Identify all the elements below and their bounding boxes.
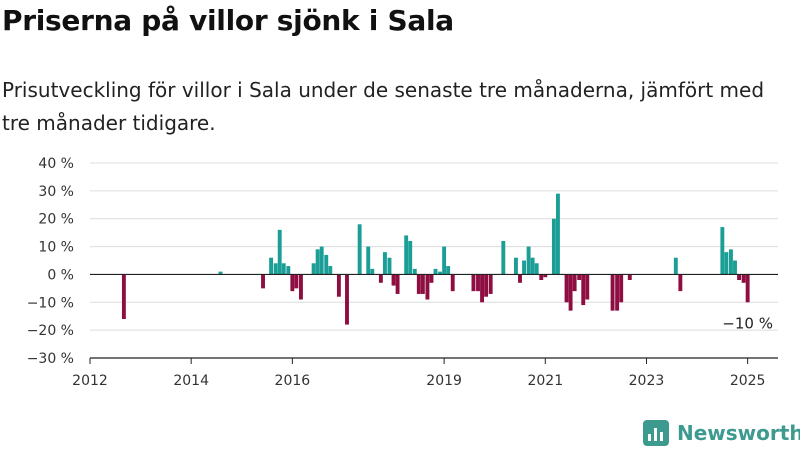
bar-negative [564, 274, 569, 303]
bar-positive [534, 263, 539, 275]
y-tick-label: 20 % [38, 212, 74, 228]
bar-negative [615, 274, 620, 311]
bar-positive [433, 268, 438, 275]
bar-positive [530, 257, 535, 275]
bar-negative [420, 274, 425, 294]
bar-negative [619, 274, 624, 303]
bar-negative [627, 274, 632, 280]
bar-positive [328, 266, 333, 275]
bar-negative [572, 274, 577, 292]
y-tick-label: −30 % [27, 351, 74, 367]
bar-positive [720, 227, 725, 275]
bar-negative [450, 274, 455, 292]
bar-positive [319, 246, 324, 275]
y-tick-label: 40 % [38, 156, 74, 172]
y-tick-label: −10 % [27, 295, 74, 311]
axes [89, 273, 778, 364]
bar-positive [315, 249, 320, 275]
bar-negative [568, 274, 573, 311]
x-tick-label: 2023 [629, 373, 665, 389]
bar-negative [480, 274, 485, 303]
bar-positive [286, 266, 291, 275]
bar-negative [345, 274, 349, 325]
bar-negative [539, 274, 544, 280]
bar-negative [416, 274, 421, 294]
bar-positive [733, 260, 737, 275]
bar-positive [311, 263, 316, 275]
x-tick-label: 2019 [426, 373, 462, 389]
x-tick-label: 2021 [527, 373, 563, 389]
bar-positive [555, 193, 560, 275]
labels: 40 % 30 % 20 % 10 % 0 % −10 % −20 % −30 % 2012 20… [27, 156, 773, 389]
bar-negative [471, 274, 476, 292]
bar-positive [387, 257, 392, 275]
bar-positive [277, 229, 282, 275]
bar-negative [261, 274, 265, 289]
bar-positive [673, 257, 678, 275]
bar-negative [543, 274, 548, 278]
bar-positive [446, 266, 451, 275]
x-tick-label: 2014 [173, 373, 209, 389]
bar-negative [429, 274, 434, 283]
bar-negative [581, 274, 586, 306]
bar-negative [484, 274, 489, 297]
newsworthy-logo-icon [643, 420, 669, 446]
bar-positive [404, 235, 409, 275]
bar-positive [366, 246, 371, 275]
bar-negative [294, 274, 299, 289]
bar-negative [395, 274, 400, 294]
bar-positive [218, 271, 223, 275]
bar-positive [412, 268, 417, 275]
y-tick-label: −20 % [27, 323, 74, 339]
bar-negative [737, 274, 741, 280]
bar-negative [577, 274, 582, 280]
bar-negative [391, 274, 396, 286]
bar-negative [299, 274, 303, 300]
bar-negative [336, 274, 341, 297]
bar-positive [729, 249, 733, 275]
y-tick-label: 30 % [38, 184, 74, 200]
bar-positive [324, 254, 329, 275]
bar-negative [585, 274, 590, 300]
bar-negative [425, 274, 430, 300]
chart-title: Priserna på villor sjönk i Sala [2, 4, 454, 37]
brand-name: Newsworthy [677, 421, 800, 445]
bar-negative [476, 274, 480, 292]
bar-positive [357, 224, 362, 275]
bar-positive [370, 268, 375, 275]
bar-negative [745, 274, 750, 303]
bar-negative [741, 274, 746, 283]
bar-negative [518, 274, 522, 283]
bar-positive [526, 246, 531, 275]
bars [121, 193, 750, 325]
bar-positive [269, 257, 274, 275]
bar-positive [382, 252, 387, 275]
last-value-label: −10 % [722, 314, 773, 332]
bar-positive [522, 260, 526, 275]
bar-positive [724, 252, 729, 275]
bar-positive [438, 271, 443, 275]
gridlines [90, 162, 778, 359]
x-tick-label: 2012 [72, 373, 108, 389]
bar-positive [273, 263, 278, 275]
bar-negative [610, 274, 615, 311]
bar-positive [501, 241, 506, 275]
bar-positive [408, 241, 413, 275]
x-tick-label: 2025 [730, 373, 766, 389]
bar-negative [678, 274, 683, 292]
chart-subtitle: Prisutveckling för villor i Sala under d… [2, 78, 765, 135]
bar-negative [378, 274, 383, 283]
brand-logo[interactable]: Newsworthy [643, 418, 800, 448]
bar-positive [442, 246, 447, 275]
y-tick-label: 10 % [38, 240, 74, 256]
bar-negative [290, 274, 295, 292]
y-tick-label: 0 % [47, 267, 74, 283]
bar-positive [551, 218, 556, 275]
bar-negative [121, 274, 126, 319]
x-tick-label: 2016 [275, 373, 311, 389]
bar-negative [488, 274, 493, 294]
bar-positive [514, 257, 518, 275]
bar-positive [281, 263, 286, 275]
